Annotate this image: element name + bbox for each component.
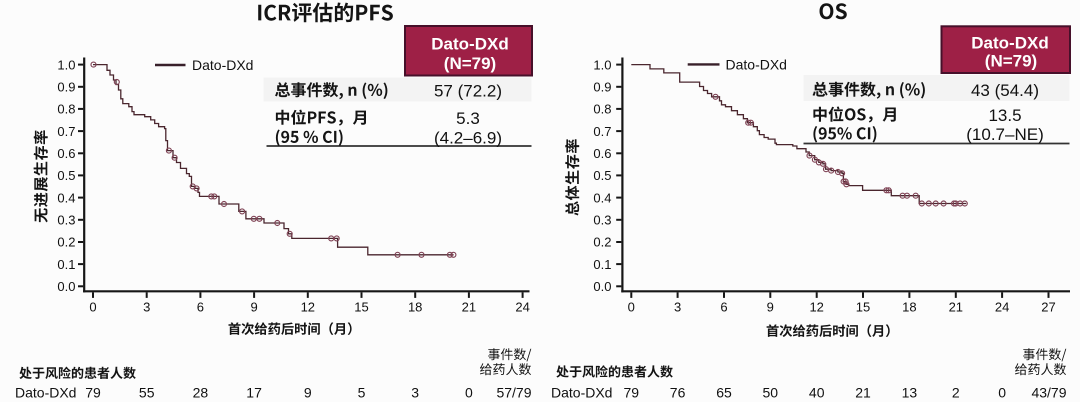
svg-text:76: 76 — [670, 385, 686, 401]
svg-text:Dato-DXd: Dato-DXd — [431, 35, 508, 54]
svg-text:3: 3 — [411, 385, 419, 401]
svg-text:15: 15 — [354, 299, 368, 314]
svg-text:9: 9 — [767, 299, 774, 314]
svg-text:0.7: 0.7 — [593, 124, 611, 139]
svg-text:9: 9 — [304, 385, 312, 401]
svg-text:79: 79 — [85, 385, 101, 401]
svg-text:5: 5 — [358, 385, 366, 401]
svg-text:0.7: 0.7 — [57, 124, 75, 139]
svg-text:1.0: 1.0 — [593, 57, 611, 72]
svg-text:3: 3 — [674, 299, 681, 314]
svg-text:65: 65 — [716, 385, 732, 401]
svg-text:6: 6 — [720, 299, 727, 314]
svg-text:0.2: 0.2 — [593, 235, 611, 250]
svg-text:0.5: 0.5 — [57, 168, 75, 183]
svg-text:Dato-DXd: Dato-DXd — [192, 57, 253, 73]
svg-text:0.4: 0.4 — [57, 190, 75, 205]
svg-text:18: 18 — [902, 299, 916, 314]
svg-text:2: 2 — [952, 385, 960, 401]
svg-text:18: 18 — [408, 299, 422, 314]
svg-text:0: 0 — [628, 299, 635, 314]
svg-text:0.2: 0.2 — [57, 235, 75, 250]
svg-text:12: 12 — [809, 299, 823, 314]
svg-text:0: 0 — [465, 385, 473, 401]
svg-text:0.1: 0.1 — [593, 257, 611, 272]
svg-text:21: 21 — [855, 385, 871, 401]
svg-text:0.5: 0.5 — [593, 168, 611, 183]
svg-text:13.5: 13.5 — [988, 106, 1021, 125]
svg-text:0.9: 0.9 — [593, 80, 611, 95]
svg-text:6: 6 — [197, 299, 204, 314]
svg-text:43 (54.4): 43 (54.4) — [971, 81, 1039, 100]
svg-text:1.0: 1.0 — [57, 57, 75, 72]
svg-text:(10.7–NE): (10.7–NE) — [966, 125, 1043, 144]
svg-text:0: 0 — [89, 299, 96, 314]
svg-text:(4.2–6.9): (4.2–6.9) — [434, 129, 502, 148]
svg-text:13: 13 — [902, 385, 918, 401]
svg-text:0.9: 0.9 — [57, 80, 75, 95]
svg-text:21: 21 — [949, 299, 963, 314]
svg-text:21: 21 — [462, 299, 476, 314]
svg-text:Dato-DXd: Dato-DXd — [15, 385, 76, 401]
svg-text:55: 55 — [139, 385, 155, 401]
svg-text:27: 27 — [1041, 299, 1055, 314]
svg-text:Dato-DXd: Dato-DXd — [726, 56, 787, 72]
svg-text:24: 24 — [995, 299, 1009, 314]
svg-text:28: 28 — [193, 385, 209, 401]
svg-text:0: 0 — [998, 385, 1006, 401]
svg-text:0.6: 0.6 — [593, 146, 611, 161]
svg-text:24: 24 — [515, 299, 529, 314]
svg-text:57 (72.2): 57 (72.2) — [434, 82, 502, 101]
svg-text:(N=79): (N=79) — [985, 52, 1037, 71]
svg-text:50: 50 — [763, 385, 779, 401]
svg-text:0.3: 0.3 — [593, 213, 611, 228]
svg-text:17: 17 — [246, 385, 262, 401]
svg-text:0.6: 0.6 — [57, 146, 75, 161]
svg-text:0.8: 0.8 — [57, 102, 75, 117]
svg-text:0.0: 0.0 — [593, 279, 611, 294]
svg-text:15: 15 — [856, 299, 870, 314]
svg-text:Dato-DXd: Dato-DXd — [551, 385, 612, 401]
svg-text:40: 40 — [809, 385, 825, 401]
svg-text:0.8: 0.8 — [593, 102, 611, 117]
svg-text:(N=79): (N=79) — [444, 54, 496, 73]
svg-text:12: 12 — [301, 299, 315, 314]
svg-text:57/79: 57/79 — [496, 385, 531, 401]
svg-text:43/79: 43/79 — [1031, 385, 1066, 401]
svg-text:79: 79 — [624, 385, 640, 401]
svg-text:5.3: 5.3 — [456, 109, 480, 128]
svg-text:3: 3 — [143, 299, 150, 314]
svg-text:0.4: 0.4 — [593, 190, 611, 205]
svg-text:9: 9 — [250, 299, 257, 314]
svg-text:0.1: 0.1 — [57, 257, 75, 272]
svg-text:0.3: 0.3 — [57, 213, 75, 228]
svg-text:Dato-DXd: Dato-DXd — [971, 34, 1048, 53]
svg-text:0.0: 0.0 — [57, 279, 75, 294]
